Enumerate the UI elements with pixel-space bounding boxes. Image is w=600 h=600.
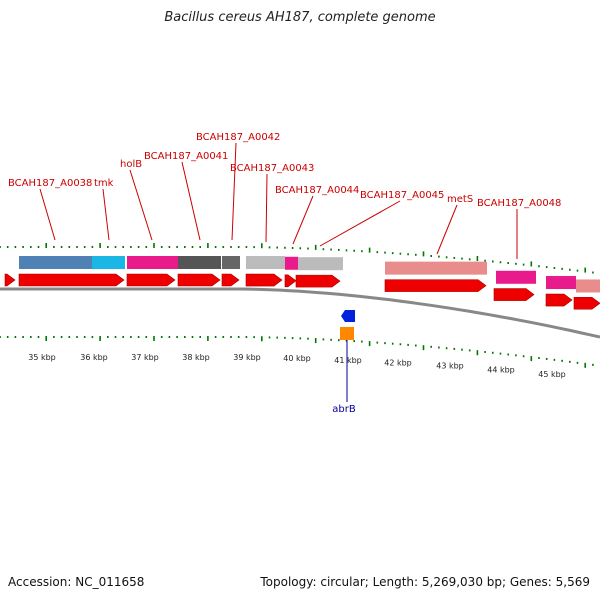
gene-arrow (245, 273, 283, 287)
gene-label: BCAH187_A0045 (360, 190, 444, 201)
cog-category-block (576, 279, 600, 293)
gene-arrow (384, 279, 487, 292)
gene-label-line (319, 200, 401, 247)
gene-arrow (545, 293, 573, 307)
reverse-gene-label: abrB (332, 404, 356, 415)
gene-label: BCAH187_A0042 (196, 132, 280, 143)
gene-label: BCAH187_A0044 (275, 185, 359, 196)
gene-label-line (436, 204, 458, 255)
cog-category-block (127, 256, 178, 269)
scale-label: 45 kbp (538, 370, 566, 379)
cog-category-block (298, 257, 343, 271)
gene-arrow (493, 288, 535, 301)
gene-label-line (265, 173, 268, 243)
gene-label: BCAH187_A0043 (230, 163, 314, 174)
scale-label: 37 kbp (131, 353, 159, 362)
cog-category-block (496, 270, 536, 284)
topology-stats: Topology: circular; Length: 5,269,030 bp… (260, 575, 590, 589)
gene-arrow (221, 273, 240, 287)
scale-label: 39 kbp (233, 353, 261, 362)
gene-arrow (126, 273, 176, 287)
gene-label: BCAH187_A0048 (477, 198, 561, 209)
cog-category-block (385, 261, 487, 275)
gene-arrow (284, 274, 297, 288)
cog-category-block (285, 256, 298, 270)
gene-arrow (4, 273, 16, 287)
scale-label: 35 kbp (28, 353, 56, 362)
gene-arrow (177, 273, 221, 287)
gene-label-line (292, 195, 314, 245)
gene-label: tmk (94, 178, 114, 189)
cog-category-block (246, 256, 285, 270)
gene-label-line (129, 169, 153, 241)
gene-arrow (295, 274, 341, 288)
scale-label: 36 kbp (80, 353, 108, 362)
gene-arrow (18, 273, 125, 287)
gene-label: metS (447, 194, 473, 205)
cog-category-block (222, 256, 240, 269)
gene-label: holB (120, 159, 142, 170)
gene-label-line (181, 161, 201, 241)
scale-label: 38 kbp (182, 353, 210, 362)
gene-label-line (39, 188, 56, 241)
map-title: Bacillus cereus AH187, complete genome (164, 10, 436, 25)
cog-category-block (178, 256, 221, 269)
gene-label-line (231, 142, 237, 241)
cog-category-block (546, 276, 576, 290)
gene-label: BCAH187_A0041 (144, 151, 228, 162)
gene-label: BCAH187_A0038 (8, 178, 92, 189)
scale-label: 41 kbp (334, 356, 362, 365)
scale-label: 43 kbp (436, 362, 464, 371)
accession-label: Accession: NC_011658 (8, 575, 145, 589)
cog-category-block (19, 256, 92, 269)
gene-label-line (102, 188, 110, 241)
reverse-gene-arrow (341, 310, 355, 322)
cog-category-block (92, 256, 125, 269)
scale-label: 40 kbp (283, 354, 311, 363)
genome-backbone (0, 287, 600, 339)
scale-label: 44 kbp (487, 366, 515, 375)
topology-label: Topology: circular; Length: 5,269,030 bp… (260, 575, 590, 589)
scale-label: 42 kbp (384, 358, 412, 367)
gene-arrow (573, 296, 600, 310)
feature-marker (340, 327, 354, 340)
